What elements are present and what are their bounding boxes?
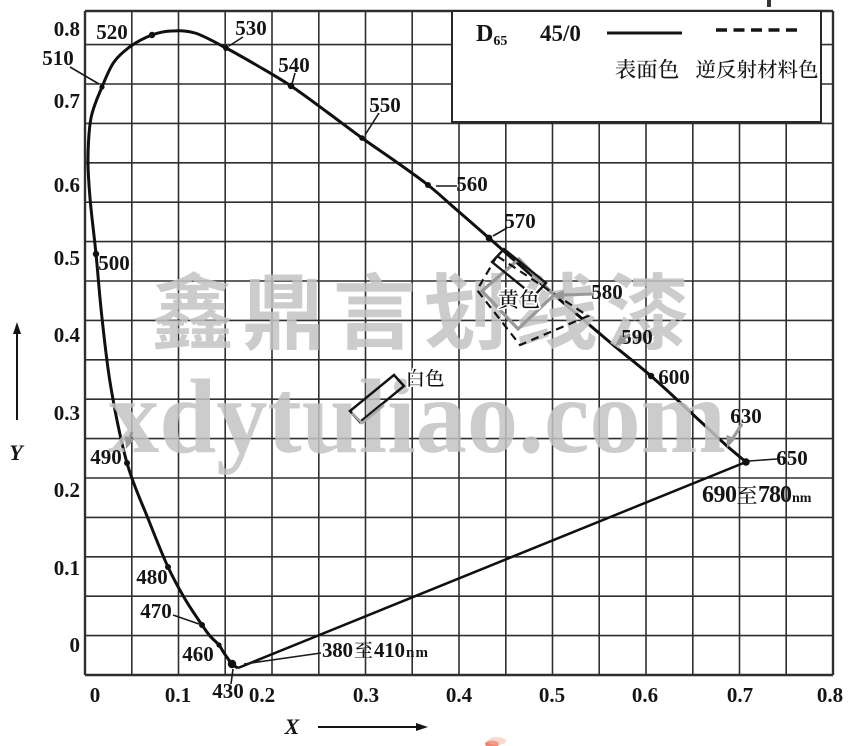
svg-text:650: 650 bbox=[776, 446, 808, 470]
svg-text:Y: Y bbox=[9, 440, 25, 465]
svg-text:0.6: 0.6 bbox=[54, 173, 80, 197]
svg-text:0.2: 0.2 bbox=[54, 478, 80, 502]
svg-text:430: 430 bbox=[212, 679, 244, 703]
svg-text:0.5: 0.5 bbox=[54, 246, 80, 270]
svg-text:570: 570 bbox=[504, 209, 536, 233]
svg-text:0: 0 bbox=[70, 633, 81, 657]
svg-text:0.6: 0.6 bbox=[632, 683, 658, 707]
svg-text:0.3: 0.3 bbox=[54, 401, 80, 425]
svg-text:460: 460 bbox=[182, 642, 214, 666]
svg-text:0.5: 0.5 bbox=[539, 683, 565, 707]
svg-text:480: 480 bbox=[136, 565, 168, 589]
svg-text:520: 520 bbox=[96, 20, 128, 44]
svg-text:410: 410 bbox=[374, 638, 405, 662]
svg-text:0: 0 bbox=[90, 683, 101, 707]
svg-text:550: 550 bbox=[369, 93, 401, 117]
svg-text:780: 780 bbox=[758, 482, 792, 508]
svg-text:500: 500 bbox=[98, 251, 130, 275]
svg-text:690: 690 bbox=[702, 482, 737, 508]
svg-text:0.3: 0.3 bbox=[353, 683, 379, 707]
svg-text:0.1: 0.1 bbox=[165, 683, 191, 707]
svg-text:600: 600 bbox=[658, 365, 690, 389]
svg-text:0.2: 0.2 bbox=[249, 683, 275, 707]
svg-text:0.7: 0.7 bbox=[727, 683, 753, 707]
svg-text:380: 380 bbox=[322, 638, 353, 662]
svg-text:530: 530 bbox=[235, 16, 267, 40]
svg-text:0.4: 0.4 bbox=[54, 323, 81, 347]
svg-text:560: 560 bbox=[456, 172, 488, 196]
svg-text:nm: nm bbox=[406, 645, 429, 661]
svg-text:540: 540 bbox=[278, 53, 310, 77]
svg-text:0.7: 0.7 bbox=[54, 89, 80, 113]
svg-text:0.4: 0.4 bbox=[446, 683, 473, 707]
svg-text:470: 470 bbox=[140, 599, 172, 623]
svg-text:510: 510 bbox=[42, 46, 74, 70]
svg-text:nm: nm bbox=[792, 491, 812, 506]
svg-text:630: 630 bbox=[730, 404, 762, 428]
svg-text:580: 580 bbox=[591, 280, 623, 304]
svg-text:0.8: 0.8 bbox=[817, 683, 843, 707]
svg-text:xdytuliao.com: xdytuliao.com bbox=[108, 358, 726, 475]
svg-text:0.1: 0.1 bbox=[54, 556, 80, 580]
svg-text:0.8: 0.8 bbox=[54, 17, 80, 41]
svg-text:45/0: 45/0 bbox=[540, 21, 581, 46]
svg-text:X: X bbox=[284, 714, 301, 739]
svg-text:490: 490 bbox=[90, 445, 122, 469]
